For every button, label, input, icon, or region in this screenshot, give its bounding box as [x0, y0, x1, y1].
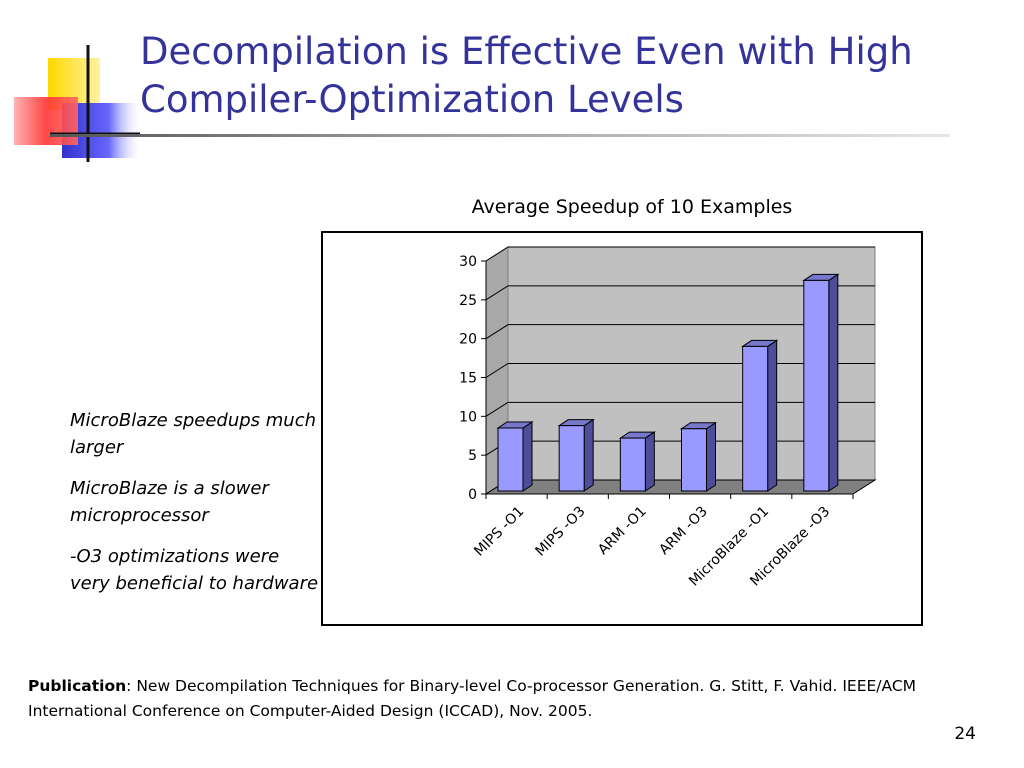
bullet-item: MicroBlaze speedups much larger: [70, 410, 317, 458]
y-tick-label: 25: [459, 293, 477, 309]
y-tick-label: 20: [459, 332, 477, 348]
publication-label: Publication: [28, 677, 127, 695]
chart-frame: [321, 231, 923, 626]
bullet-list: MicroBlaze speedups much larger MicroBla…: [70, 407, 320, 611]
slide-title: Decompilation is Effective Even with Hig…: [140, 30, 913, 121]
title-divider: [50, 134, 950, 137]
x-tick-label: MIPS -O1: [471, 504, 527, 560]
y-tick-label: 5: [468, 448, 477, 464]
publication-citation: Publication: New Decompilation Technique…: [28, 674, 928, 724]
x-tick-label: ARM -O3: [656, 504, 711, 559]
publication-text: : New Decompilation Techniques for Binar…: [28, 677, 917, 720]
bar: [803, 279, 830, 492]
bar-side: [767, 339, 778, 492]
x-tick-label: MIPS -O3: [532, 504, 588, 560]
bar-side: [828, 273, 839, 492]
gridline: [485, 285, 875, 301]
x-tick-label: ARM -O1: [595, 504, 650, 559]
bar: [681, 428, 707, 492]
bullet-item: MicroBlaze is a slower microprocessor: [70, 478, 269, 526]
bar: [619, 437, 646, 492]
bar-side: [706, 421, 716, 492]
bar-side: [583, 418, 594, 492]
gridline: [485, 246, 875, 262]
y-tick-label: 30: [459, 254, 477, 270]
bar-side: [644, 431, 655, 492]
y-tick-label: 15: [459, 371, 477, 387]
bar: [558, 425, 585, 492]
y-tick-label: 0: [468, 487, 477, 503]
y-tick-label: 10: [459, 409, 477, 425]
bar: [497, 427, 524, 492]
bar-side: [522, 421, 533, 492]
bullet-item: -O3 optimizations were very beneficial t…: [70, 546, 319, 594]
gridline: [485, 324, 875, 340]
chart-title: Average Speedup of 10 Examples: [471, 196, 793, 218]
page-number: 24: [954, 724, 976, 744]
bar: [742, 345, 769, 492]
